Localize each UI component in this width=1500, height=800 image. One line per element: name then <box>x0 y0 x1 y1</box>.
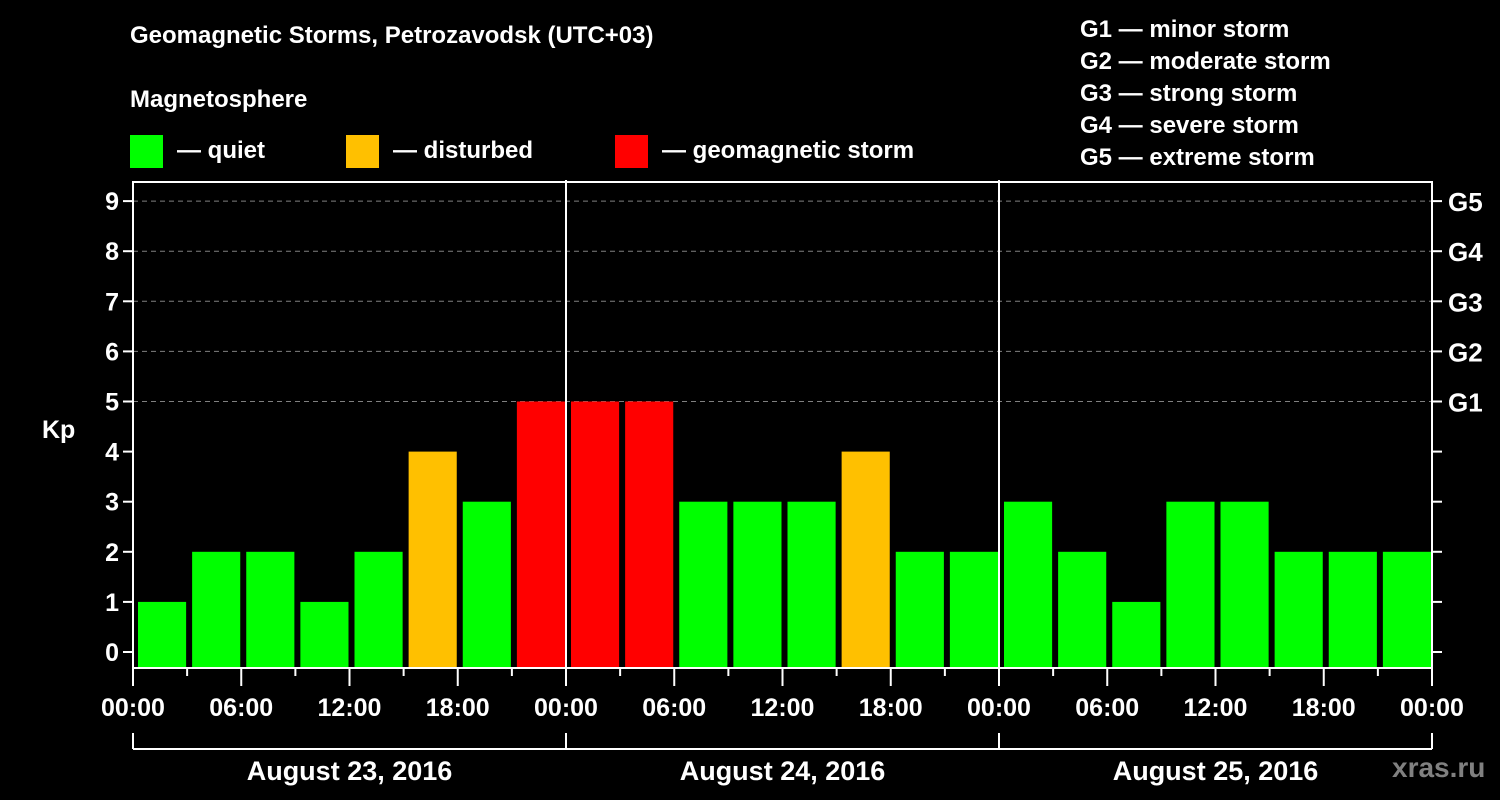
x-tick-label: 00:00 <box>967 694 1031 722</box>
storm-swatch-icon <box>615 134 648 168</box>
kp-bar <box>787 501 836 667</box>
g-level-label: G1 <box>1448 388 1483 418</box>
chart-title: Geomagnetic Storms, Petrozavodsk (UTC+03… <box>130 22 654 49</box>
kp-bar <box>1112 601 1161 667</box>
kp-bar <box>192 551 241 667</box>
kp-bar <box>354 551 403 667</box>
kp-bar <box>571 401 620 667</box>
y-tick-label: 1 <box>105 589 119 617</box>
x-tick-label: 06:00 <box>642 694 706 722</box>
kp-bar <box>733 501 782 667</box>
kp-bar <box>1004 501 1053 667</box>
g-scale-item: G2 — moderate storm <box>1080 48 1331 75</box>
y-tick-label: 4 <box>105 439 119 467</box>
legend-label: — disturbed <box>393 137 534 164</box>
kp-bar <box>462 501 511 667</box>
kp-bar <box>895 551 944 667</box>
kp-bar <box>949 551 998 667</box>
y-tick-label: 9 <box>105 188 119 216</box>
legend-label: — quiet <box>177 137 265 164</box>
kp-bar <box>1166 501 1215 667</box>
disturbed-swatch-icon <box>346 134 379 168</box>
g-scale-item: G5 — extreme storm <box>1080 144 1315 171</box>
kp-bar <box>1382 551 1431 667</box>
kp-bar <box>1328 551 1377 667</box>
legend-storm: — geomagnetic storm <box>615 134 914 168</box>
g-level-label: G2 <box>1448 337 1483 367</box>
day-label: August 25, 2016 <box>1113 756 1319 786</box>
g-level-label: G4 <box>1448 237 1483 267</box>
y-tick-label: 5 <box>105 389 119 417</box>
kp-bar <box>841 451 890 667</box>
x-tick-label: 18:00 <box>1292 694 1356 722</box>
x-tick-label: 00:00 <box>534 694 598 722</box>
y-tick-label: 2 <box>105 539 119 567</box>
kp-bar <box>246 551 295 667</box>
kp-bar <box>1274 551 1323 667</box>
y-tick-label: 0 <box>105 639 119 667</box>
g-level-label: G5 <box>1448 187 1483 217</box>
g-level-label: G3 <box>1448 287 1483 317</box>
g-scale-item: G1 — minor storm <box>1080 16 1290 43</box>
x-tick-label: 18:00 <box>859 694 923 722</box>
quiet-swatch-icon <box>130 134 163 168</box>
g-scale-item: G3 — strong storm <box>1080 80 1298 107</box>
kp-bar <box>408 451 457 667</box>
y-tick-label: 3 <box>105 489 119 517</box>
x-tick-label: 12:00 <box>1184 694 1248 722</box>
kp-bar <box>300 601 349 667</box>
x-tick-label: 06:00 <box>1075 694 1139 722</box>
kp-bar <box>679 501 728 667</box>
day-label: August 23, 2016 <box>247 756 453 786</box>
kp-bar <box>516 401 565 667</box>
y-axis-label: Kp <box>42 416 75 444</box>
x-tick-label: 06:00 <box>209 694 273 722</box>
legend-disturbed: — disturbed <box>346 134 533 168</box>
x-tick-label: 00:00 <box>101 694 165 722</box>
x-tick-label: 12:00 <box>751 694 815 722</box>
y-tick-label: 6 <box>105 338 119 366</box>
kp-bar <box>625 401 674 667</box>
kp-bar <box>138 601 187 667</box>
x-tick-label: 18:00 <box>426 694 490 722</box>
x-tick-label: 12:00 <box>318 694 382 722</box>
watermark: xras.ru <box>1392 752 1486 783</box>
day-label: August 24, 2016 <box>680 756 886 786</box>
x-tick-label: 00:00 <box>1400 694 1464 722</box>
legend-quiet: — quiet <box>130 134 265 168</box>
y-tick-label: 8 <box>105 238 119 266</box>
g-scale-item: G4 — severe storm <box>1080 112 1299 139</box>
legend-heading: Magnetosphere <box>130 86 308 113</box>
kp-bar <box>1220 501 1269 667</box>
legend-label: — geomagnetic storm <box>662 137 915 164</box>
y-tick-label: 7 <box>105 288 119 316</box>
g-scale-legend: G1 — minor storm G2 — moderate storm G3 … <box>1080 14 1331 174</box>
kp-bar <box>1058 551 1107 667</box>
